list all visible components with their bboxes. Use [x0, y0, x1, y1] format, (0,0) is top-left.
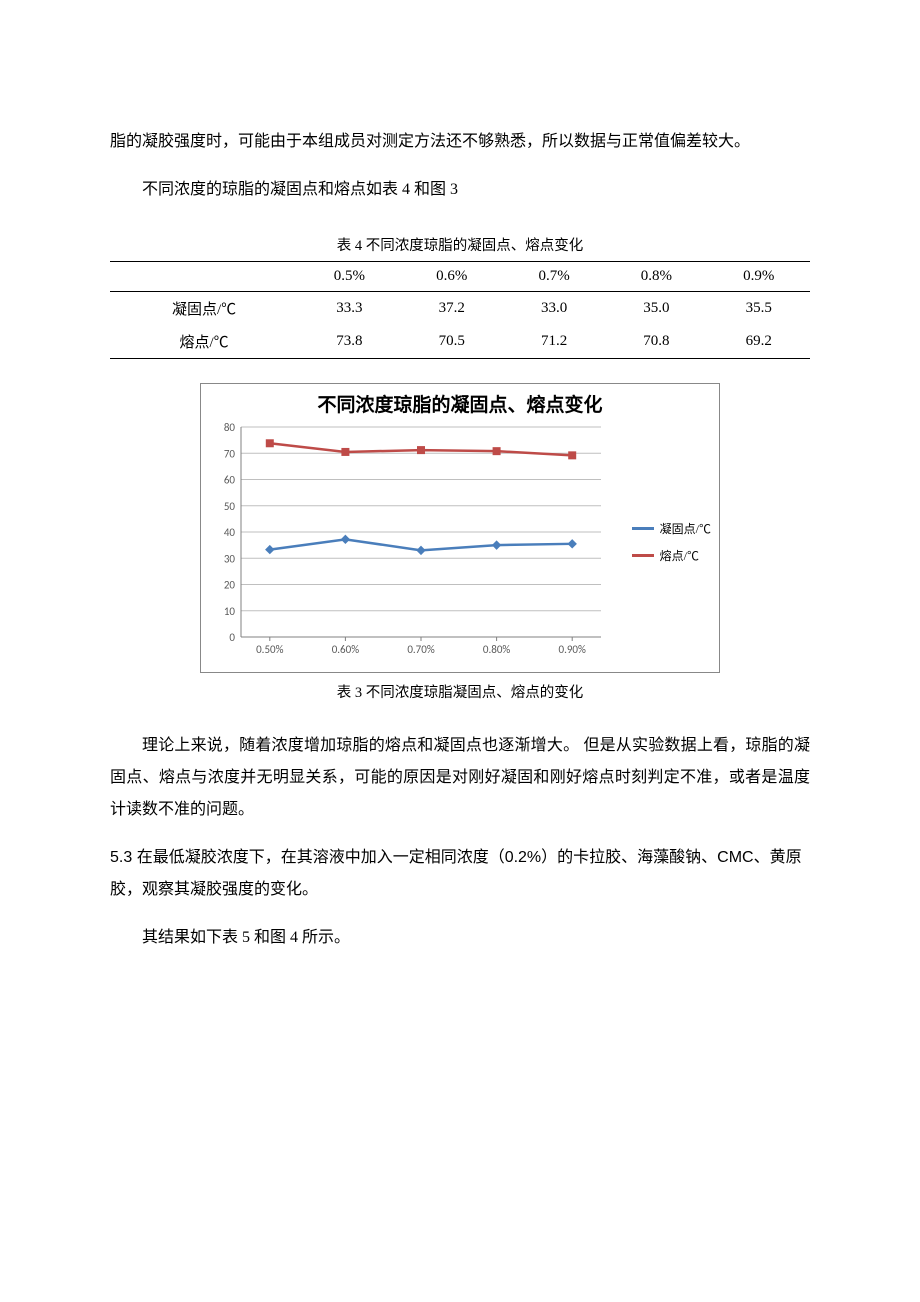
svg-text:10: 10 [224, 605, 236, 618]
table4: 0.5% 0.6% 0.7% 0.8% 0.9% 凝固点/℃ 33.3 37.2… [110, 261, 810, 359]
svg-text:0.70%: 0.70% [407, 643, 435, 656]
svg-text:0.60%: 0.60% [332, 643, 360, 656]
svg-text:50: 50 [224, 500, 236, 513]
chart-svg: 0 10 20 30 40 50 60 70 80 0.50% 0.60% 0.70% 0.80% 0.9… [207, 417, 607, 661]
svg-text:0.80%: 0.80% [483, 643, 511, 656]
table4-col-0 [110, 262, 298, 292]
table4-r1-c4: 69.2 [708, 325, 810, 359]
svg-text:30: 30 [224, 552, 236, 565]
chart-title: 不同浓度琼脂的凝固点、熔点变化 [207, 390, 713, 417]
legend-label-0: 凝固点/℃ [660, 520, 711, 537]
table4-r1-c2: 71.2 [503, 325, 605, 359]
legend-label-1: 熔点/℃ [660, 547, 699, 564]
table4-header-row: 0.5% 0.6% 0.7% 0.8% 0.9% [110, 262, 810, 292]
table4-r1-c3: 70.8 [605, 325, 707, 359]
table4-col-4: 0.8% [605, 262, 707, 292]
table4-r0-c1: 37.2 [401, 292, 503, 326]
svg-text:0.50%: 0.50% [256, 643, 284, 656]
table4-r0-c3: 35.0 [605, 292, 707, 326]
svg-text:0: 0 [229, 631, 235, 644]
svg-text:80: 80 [224, 421, 236, 434]
table4-r1-label: 熔点/℃ [110, 325, 298, 359]
table4-r0-c2: 33.0 [503, 292, 605, 326]
legend-item-1: 熔点/℃ [632, 547, 711, 564]
chart-body: 0 10 20 30 40 50 60 70 80 0.50% 0.60% 0.70% 0.80% 0.9… [207, 417, 713, 666]
legend-swatch-0 [632, 527, 654, 530]
table4-r0-label: 凝固点/℃ [110, 292, 298, 326]
chart-legend: 凝固点/℃ 熔点/℃ [624, 417, 713, 666]
paragraph-1: 脂的凝胶强度时，可能由于本组成员对测定方法还不够熟悉，所以数据与正常值偏差较大。 [110, 126, 810, 158]
paragraph-4: 其结果如下表 5 和图 4 所示。 [110, 922, 810, 954]
table4-row-1: 熔点/℃ 73.8 70.5 71.2 70.8 69.2 [110, 325, 810, 359]
legend-swatch-1 [632, 554, 654, 557]
svg-text:20: 20 [224, 579, 236, 592]
table4-r0-c4: 35.5 [708, 292, 810, 326]
section-5-3: 5.3 在最低凝胶浓度下，在其溶液中加入一定相同浓度（0.2%）的卡拉胶、海藻酸… [110, 842, 810, 906]
svg-text:60: 60 [224, 474, 236, 487]
svg-text:0.90%: 0.90% [559, 643, 587, 656]
paragraph-3: 理论上来说，随着浓度增加琼脂的熔点和凝固点也逐渐增大。 但是从实验数据上看，琼脂… [110, 730, 810, 826]
paragraph-2: 不同浓度的琼脂的凝固点和熔点如表 4 和图 3 [110, 174, 810, 206]
table4-caption: 表 4 不同浓度琼脂的凝固点、熔点变化 [110, 234, 810, 255]
table4-r0-c0: 33.3 [298, 292, 400, 326]
page: 脂的凝胶强度时，可能由于本组成员对测定方法还不够熟悉，所以数据与正常值偏差较大。… [0, 0, 920, 1302]
chart-sub-caption: 表 3 不同浓度琼脂凝固点、熔点的变化 [110, 681, 810, 702]
table4-col-1: 0.5% [298, 262, 400, 292]
svg-text:40: 40 [224, 526, 236, 539]
table4-col-3: 0.7% [503, 262, 605, 292]
chart-container: 不同浓度琼脂的凝固点、熔点变化 0 10 20 30 40 50 60 70 80 0.50% 0.… [200, 383, 720, 673]
table4-col-5: 0.9% [708, 262, 810, 292]
legend-item-0: 凝固点/℃ [632, 520, 711, 537]
table4-row-0: 凝固点/℃ 33.3 37.2 33.0 35.0 35.5 [110, 292, 810, 326]
chart-plot-area: 0 10 20 30 40 50 60 70 80 0.50% 0.60% 0.70% 0.80% 0.9… [207, 417, 624, 666]
table4-col-2: 0.6% [401, 262, 503, 292]
table4-r1-c0: 73.8 [298, 325, 400, 359]
svg-text:70: 70 [224, 447, 236, 460]
table4-r1-c1: 70.5 [401, 325, 503, 359]
